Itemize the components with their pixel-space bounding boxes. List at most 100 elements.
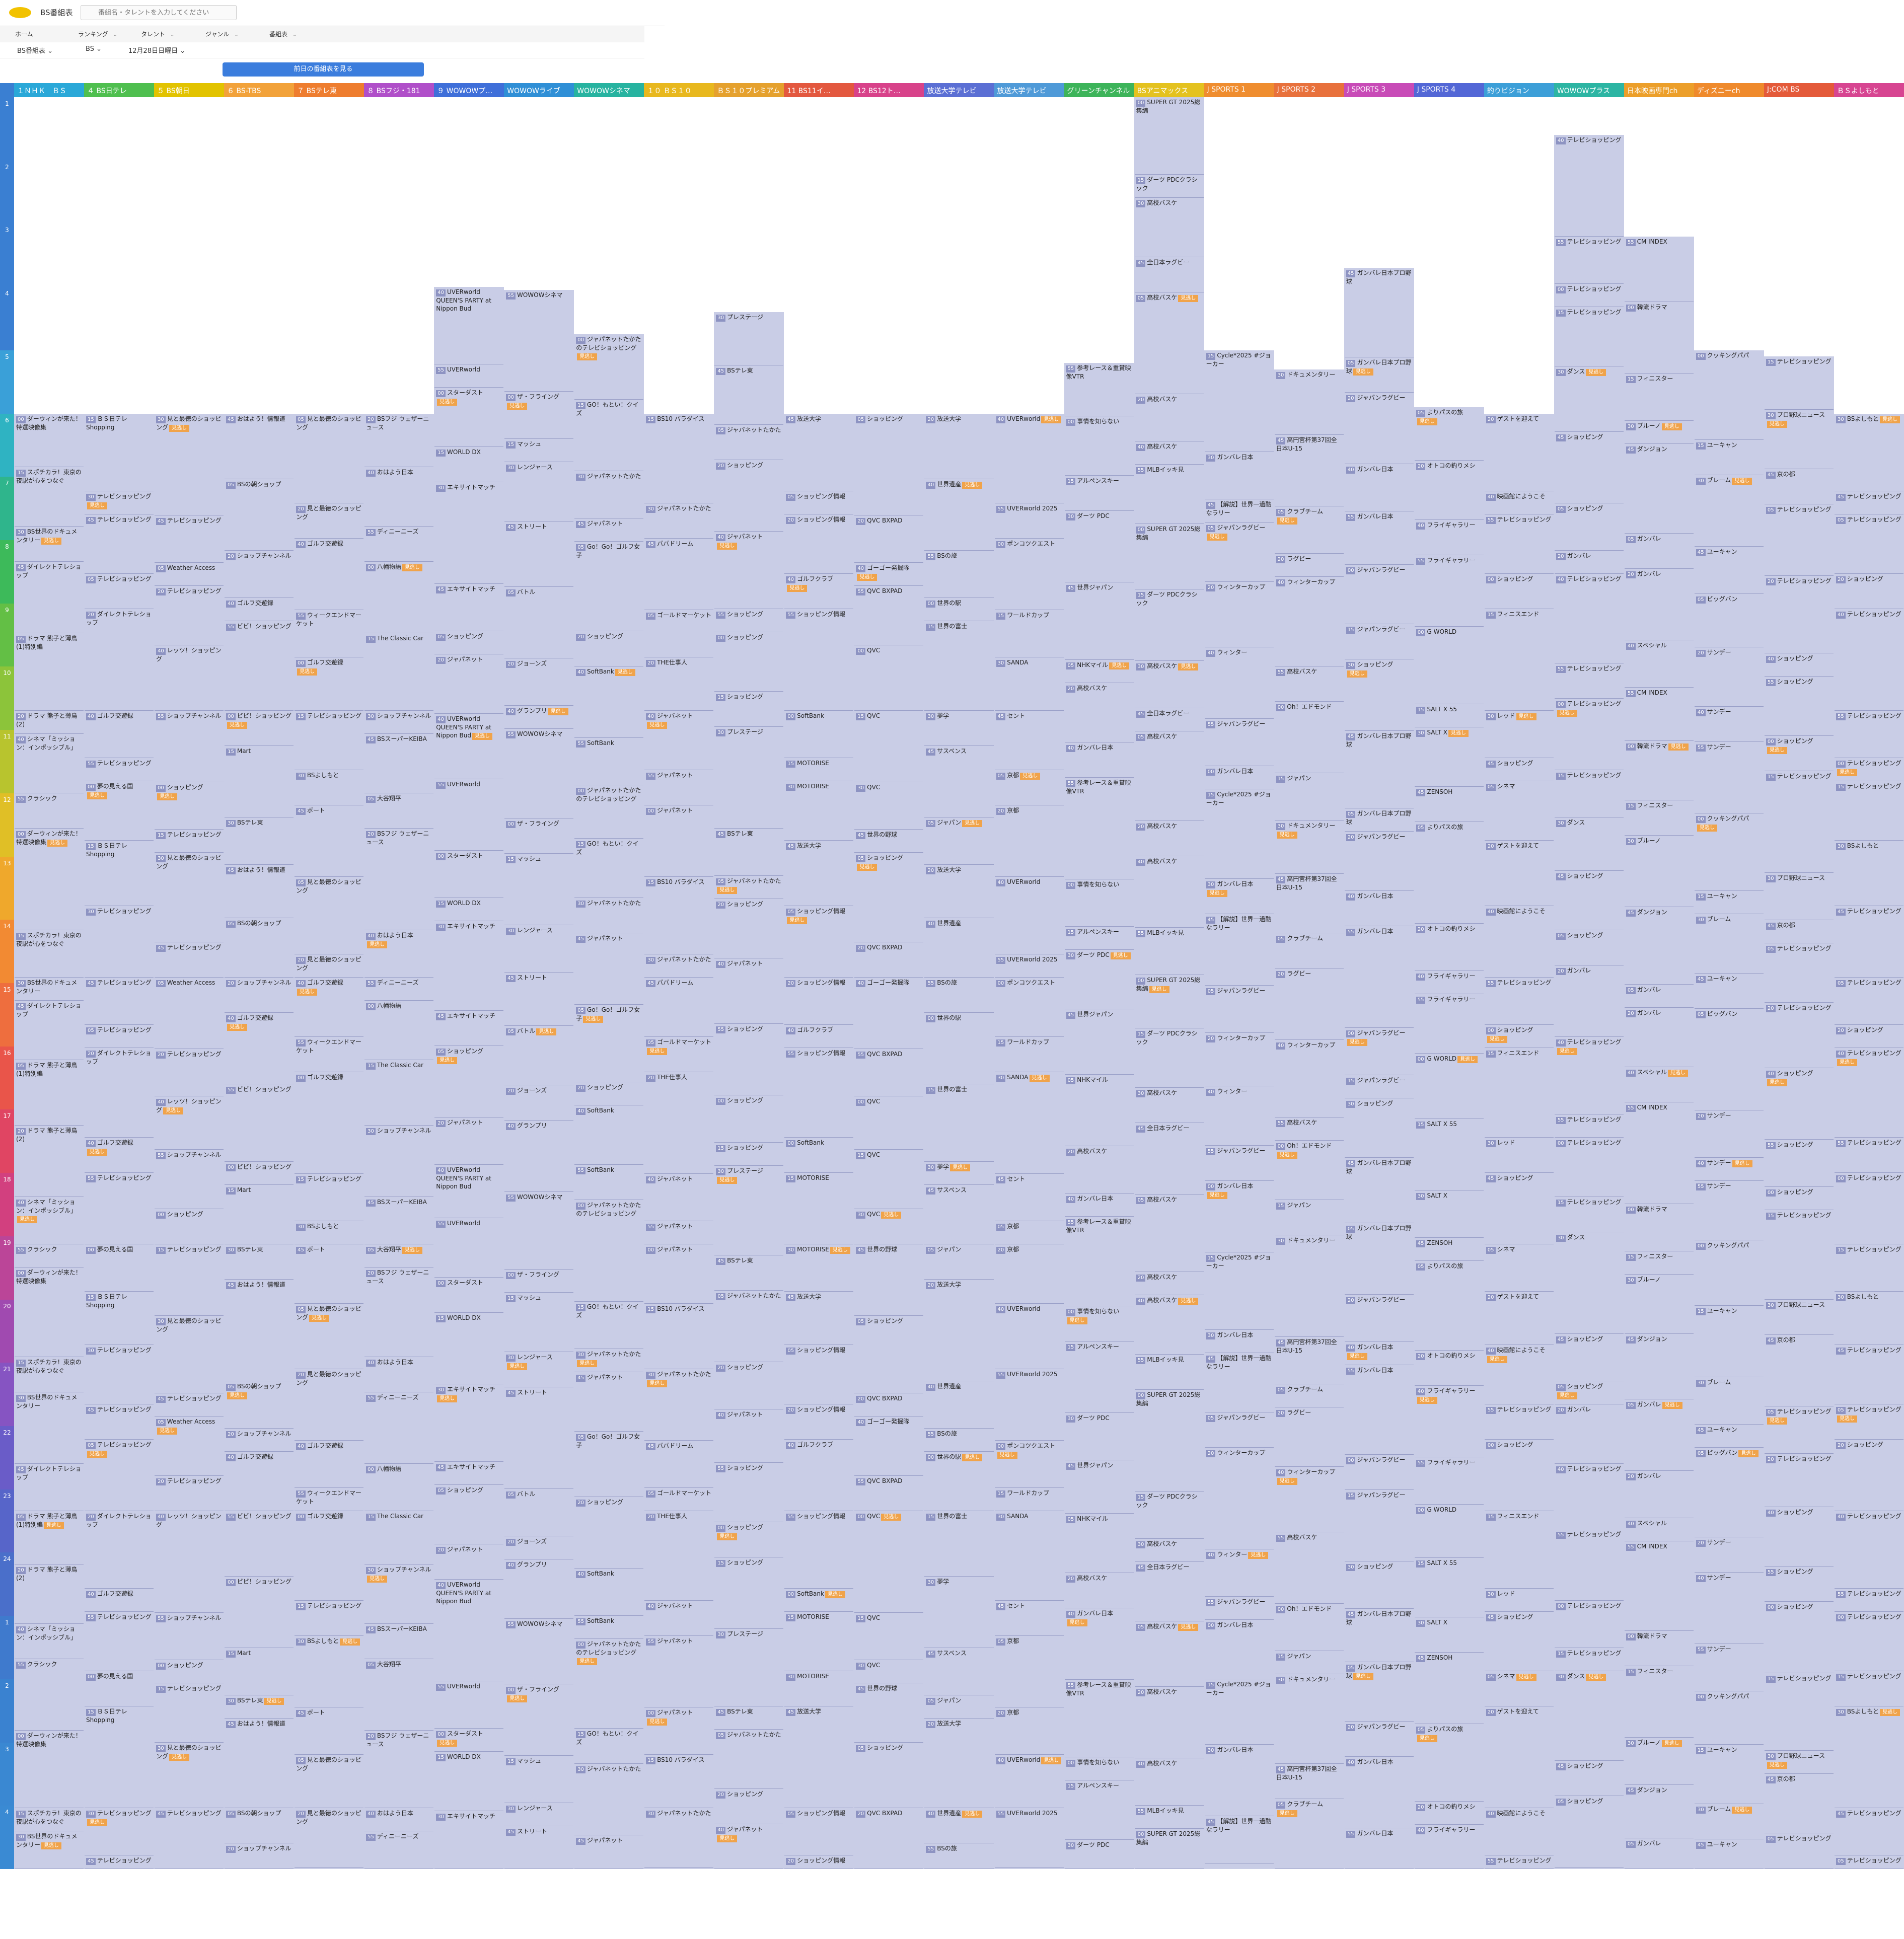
program-cell[interactable]: 05 ガンバレ日本プロ野球 見逃し xyxy=(1344,1662,1414,1722)
program-cell[interactable]: 45 ZENSOH xyxy=(1414,1653,1484,1724)
program-cell[interactable]: 20 ガンバレ xyxy=(1554,965,1624,1037)
program-cell[interactable]: 55 UVERworld 2025 xyxy=(994,954,1064,978)
program-cell[interactable]: 00 SUPER GT 2025総集編 xyxy=(1134,1390,1204,1491)
program-cell[interactable]: 20 QVC BXPAD xyxy=(854,515,924,563)
program-cell[interactable]: 45 テレビショッピング xyxy=(155,1393,224,1416)
program-cell[interactable]: 00 ダーウィンが来た！特選映像集 xyxy=(15,1267,84,1357)
program-cell[interactable]: 05 見と最徳のショッピング xyxy=(295,1754,364,1808)
program-cell[interactable]: 55 参考レース＆重賞映像VTR xyxy=(1064,363,1134,416)
program-cell[interactable]: 00 ビビ！ショッピング見逃し xyxy=(225,710,294,746)
program-cell[interactable]: 45 テレビショッピング xyxy=(85,1855,154,1869)
program-cell[interactable]: 55 ショッピング xyxy=(714,1024,784,1096)
program-cell[interactable]: 00 ザ・フライング見逃し xyxy=(504,1684,574,1756)
program-cell[interactable]: 55 ショップチャンネル xyxy=(155,1612,224,1660)
program-cell[interactable]: 20 テレビショッピング xyxy=(1764,1003,1834,1069)
program-cell[interactable]: 40 スペシャル xyxy=(1624,640,1694,688)
program-cell[interactable]: 55 参考レース＆重賞映像VTR xyxy=(1064,1680,1134,1757)
channel-header-item[interactable]: J:COM BS xyxy=(1764,83,1834,97)
program-cell[interactable]: 55 ウィークエンドマーケット xyxy=(295,1487,364,1511)
program-cell[interactable]: 55 テレビショッピング xyxy=(1554,1114,1624,1138)
program-cell[interactable]: 55 QVC BXPAD xyxy=(854,1049,924,1096)
program-cell[interactable]: 05 ショッピング見逃し xyxy=(434,1046,504,1118)
channel-header-item[interactable]: ４ BS日テレ xyxy=(84,83,155,97)
nav-genre[interactable]: ジャンル ⌄ xyxy=(205,30,239,38)
program-cell[interactable]: 30 BSテレ東 見逃し xyxy=(225,1695,294,1719)
program-cell[interactable]: 00 ガンバレ日本見逃し xyxy=(1204,1180,1274,1252)
program-cell[interactable]: 55 ジャパンラグビー xyxy=(1204,718,1274,766)
program-cell[interactable]: 00 ジャパネットたかたのテレビショッピング xyxy=(574,785,644,839)
program-cell[interactable]: 20 ショッピング xyxy=(714,899,784,959)
program-cell[interactable]: 20 BSフジ ウェザーニュース xyxy=(364,828,434,930)
program-cell[interactable]: 30 プロ野球ニュース見逃し xyxy=(1764,1751,1834,1774)
program-cell[interactable]: 40 ジャパネット見逃し xyxy=(714,1824,784,1869)
program-cell[interactable]: 20 ドラマ 熊子と薄鳥(2) xyxy=(15,1564,84,1624)
program-cell[interactable]: 30 ショップチャンネル見逃し xyxy=(364,1564,434,1624)
program-cell[interactable]: 00 ジャパネット見逃し xyxy=(644,1707,714,1755)
program-cell[interactable]: 20 サンデー xyxy=(1694,647,1764,707)
program-cell[interactable]: 55 テレビショッピング xyxy=(1554,1529,1624,1601)
program-cell[interactable]: 15 ダーツ PDCクラシック xyxy=(1134,1491,1204,1539)
program-cell[interactable]: 30 BS世界のドキュメンタリー xyxy=(15,1392,84,1464)
program-cell[interactable]: 20 ダイレクトテレショップ xyxy=(85,609,154,711)
program-cell[interactable]: 30 ブルーノ xyxy=(1624,835,1694,907)
program-cell[interactable]: 20 ラグビー xyxy=(1274,1407,1344,1467)
program-cell[interactable]: 30 ジャパネットたかた xyxy=(574,1764,644,1836)
program-cell[interactable]: 05 Weather Access見逃し xyxy=(155,1416,224,1476)
program-cell[interactable]: 30 ダンス 見逃し xyxy=(1554,1671,1624,1761)
program-cell[interactable]: 15 マッシュ xyxy=(504,439,574,463)
program-cell[interactable]: 05 京都 xyxy=(994,1221,1064,1244)
program-cell[interactable]: 05 テレビショッピング xyxy=(85,573,154,609)
program-cell[interactable]: 40 ウィンター xyxy=(1204,1086,1274,1146)
program-cell[interactable]: 05 BSの朝ショップ見逃し xyxy=(225,1381,294,1429)
program-cell[interactable]: 55 UVERworld xyxy=(434,1681,504,1729)
program-cell[interactable]: 05 高校バスケ xyxy=(1134,1195,1204,1272)
program-cell[interactable]: 00 テレビショッピング xyxy=(1834,1611,1903,1671)
program-cell[interactable]: 55 ガンバレ日本 xyxy=(1344,1828,1414,1869)
program-cell[interactable]: 05 ビッグバン 見逃し xyxy=(1694,1447,1764,1537)
program-cell[interactable]: 15 ジャパン xyxy=(1274,1651,1344,1674)
program-cell[interactable]: 45 パパドリーム xyxy=(644,538,714,610)
program-cell[interactable]: 00 ポンコツクエスト見逃し xyxy=(994,1440,1064,1488)
program-cell[interactable]: 05 テレビショッピング見逃し xyxy=(85,1439,154,1511)
program-cell[interactable]: 30 ドキュメンタリー xyxy=(1274,369,1344,435)
program-cell[interactable]: 05 ジャパネットたかた見逃し xyxy=(714,876,784,900)
program-cell[interactable]: 05 NHKマイル xyxy=(1064,1514,1134,1573)
program-cell[interactable]: 55 ジャパンラグビー xyxy=(1204,1596,1274,1620)
program-cell[interactable]: 30 高校バスケ xyxy=(1134,1088,1204,1123)
program-cell[interactable]: 20 サンデー xyxy=(1694,1537,1764,1573)
program-cell[interactable]: 15 SALT X 55 xyxy=(1414,704,1484,727)
program-cell[interactable]: 45 ZENSOH xyxy=(1414,1238,1484,1261)
program-cell[interactable]: 00 ジャパンラグビー見逃し xyxy=(1344,1028,1414,1076)
program-cell[interactable]: 15 GO！もとい！クイズ xyxy=(574,1302,644,1350)
program-cell[interactable]: 20 ショップチャンネル xyxy=(225,1428,294,1452)
program-cell[interactable]: 15 テレビショッピング xyxy=(1764,356,1834,410)
program-cell[interactable]: 30 見と最徳のショッピング xyxy=(155,852,224,942)
program-cell[interactable]: 45 おはよう！情報道 xyxy=(225,864,294,918)
program-cell[interactable]: 45 サスペンス xyxy=(924,745,994,817)
program-cell[interactable]: 05 見と最徳のショッピング xyxy=(295,876,364,954)
program-cell[interactable]: 00 韓流ドラマ 見逃し xyxy=(1624,740,1694,800)
program-cell[interactable]: 15 Mart xyxy=(225,1648,294,1695)
program-cell[interactable]: 20 ジョーンズ xyxy=(504,658,574,706)
program-cell[interactable]: 40 ガンバレ日本 xyxy=(1064,742,1134,778)
program-cell[interactable]: 15 The Classic Car xyxy=(364,1060,434,1126)
program-cell[interactable]: 15 スポチカラ！東京の夜駅が心をつなぐ xyxy=(15,467,84,527)
program-cell[interactable]: 00 ショッピング xyxy=(1764,1602,1834,1674)
channel-header-item[interactable]: ＢＳ１０プレミアム xyxy=(714,83,784,97)
program-cell[interactable]: 00 ショッピング xyxy=(714,1095,784,1143)
program-cell[interactable]: 20 ウィンターカップ xyxy=(1204,581,1274,647)
program-cell[interactable]: 40 UVERworld QUEEN'S PARTY at Nippon Bud 見… xyxy=(434,714,504,780)
program-cell[interactable]: 30 SANDA xyxy=(994,1511,1064,1601)
program-cell[interactable]: 45 テレビショッピング xyxy=(1834,491,1903,514)
program-cell[interactable]: 40 テレビショッピング見逃し xyxy=(1554,1037,1624,1115)
program-cell[interactable]: 15 テレビショッピング xyxy=(1834,1244,1903,1292)
program-cell[interactable]: 05 京都 xyxy=(994,1635,1064,1707)
program-cell[interactable]: 30 プロ野球ニュース xyxy=(1764,1300,1834,1335)
program-cell[interactable]: 40 おはよう日本 xyxy=(364,1808,434,1831)
program-cell[interactable]: 00 ショッピング xyxy=(1484,1439,1554,1511)
program-cell[interactable]: 05 BSの朝ショップ xyxy=(225,1808,294,1843)
program-cell[interactable]: 05 ジャパン 見逃し xyxy=(924,817,994,865)
program-cell[interactable]: 55 サンデー xyxy=(1694,741,1764,813)
program-cell[interactable]: 45 世界の野球 xyxy=(854,1683,924,1743)
nav-talent[interactable]: タレント ⌄ xyxy=(141,30,174,38)
